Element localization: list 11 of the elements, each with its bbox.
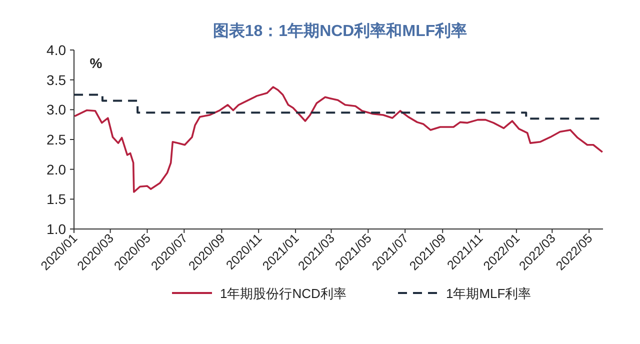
y-tick-label: 3.0 [46, 102, 66, 118]
y-tick-label: 4.0 [46, 42, 66, 58]
legend-label: 1年期MLF利率 [446, 286, 532, 301]
y-tick-label: 1.5 [46, 191, 66, 208]
y-axis-title: % [90, 55, 103, 71]
chart-title: 图表18：1年期NCD利率和MLF利率 [212, 21, 468, 40]
y-tick-label: 3.5 [46, 72, 66, 88]
y-tick-label: 2.5 [46, 132, 66, 148]
y-tick-label: 2.0 [46, 161, 66, 178]
y-tick-label: 1.0 [46, 221, 66, 237]
legend-label: 1年期股份行NCD利率 [220, 286, 346, 301]
